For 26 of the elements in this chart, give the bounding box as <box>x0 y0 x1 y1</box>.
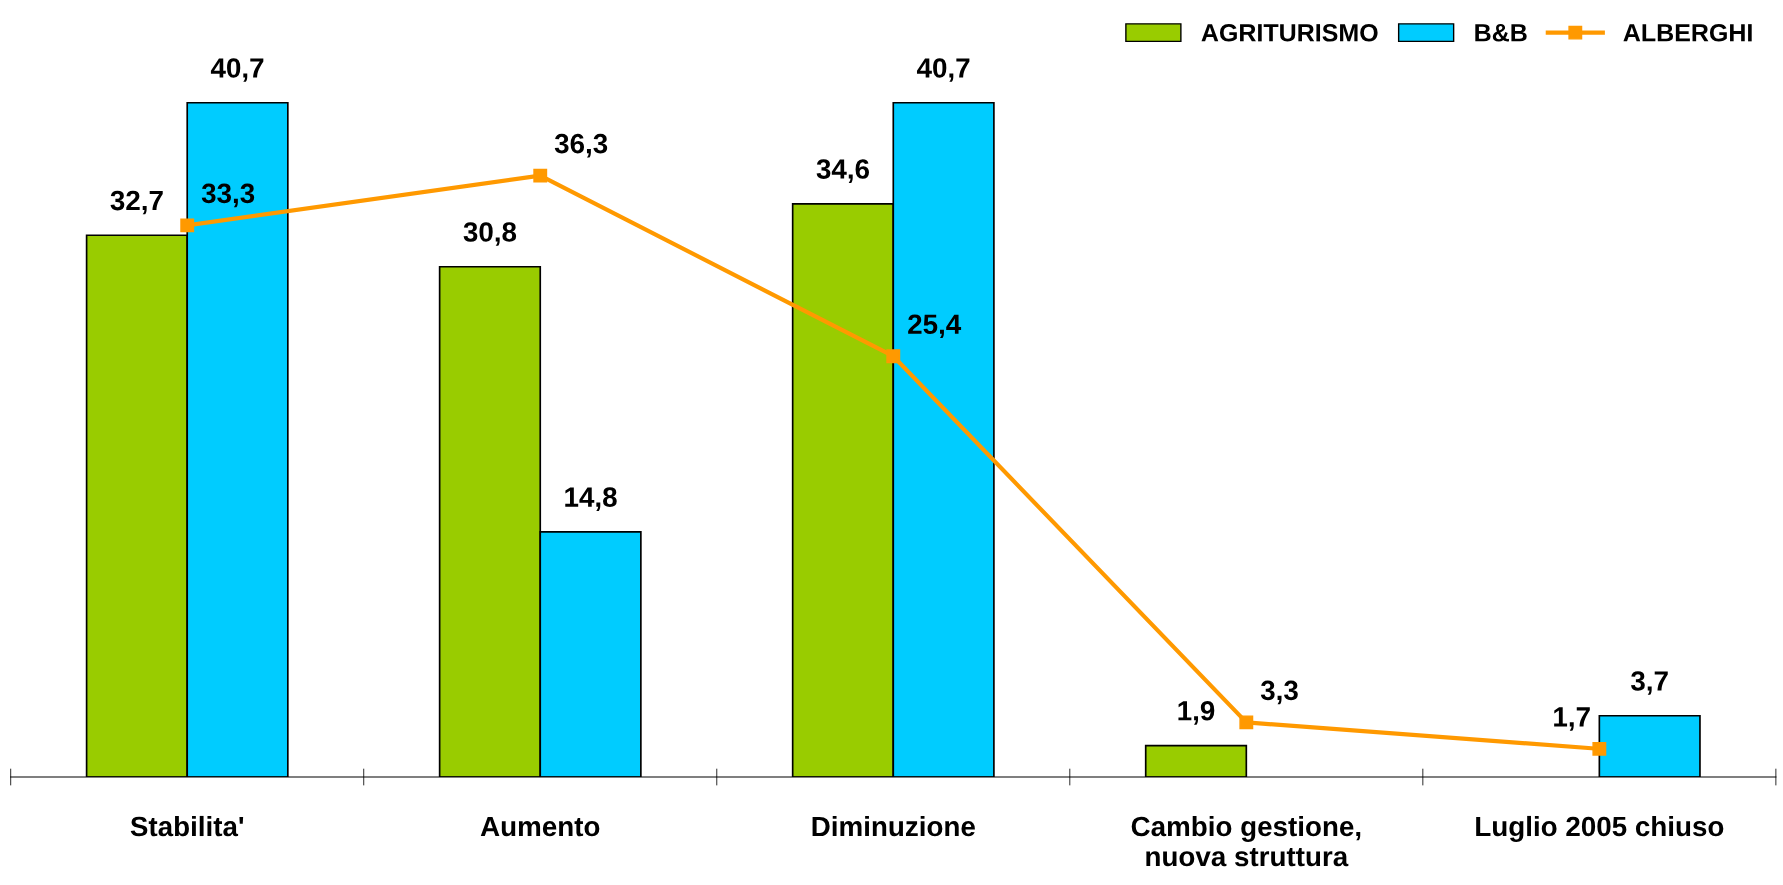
point <box>886 349 901 364</box>
legend-label: B&B <box>1475 24 1527 42</box>
data-label: 14,8 <box>565 487 617 511</box>
x-tick-label: Aumento <box>480 816 600 837</box>
x-tick-label: Diminuzione <box>812 815 975 837</box>
data-label: 30,8 <box>463 222 517 246</box>
x-tick-label: Luglio 2005 chiuso <box>1476 815 1724 842</box>
legend-label: ALBERGHI <box>1623 23 1752 42</box>
point <box>1239 715 1254 730</box>
data-label: 1,9 <box>1178 700 1215 725</box>
x-tick-label: Cambio gestione, nuova struttura <box>1131 815 1361 867</box>
x-tick-label: Stabilita' <box>130 815 244 837</box>
point <box>533 168 548 183</box>
data-label: 1,7 <box>1554 707 1590 731</box>
data-label: 33,3 <box>201 183 255 208</box>
data-label: 3,7 <box>1630 671 1668 695</box>
data-label: 25,4 <box>908 314 962 339</box>
data-label: 34,6 <box>816 159 870 183</box>
data-label: 32,7 <box>110 190 163 215</box>
data-label: 3,3 <box>1260 680 1298 705</box>
data-label: 36,3 <box>554 133 608 158</box>
data-label: 40,7 <box>916 58 970 82</box>
data-label: 40,7 <box>210 58 264 82</box>
point <box>1592 741 1607 756</box>
point <box>180 218 195 233</box>
legend-label: AGRITURISMO <box>1201 23 1378 42</box>
